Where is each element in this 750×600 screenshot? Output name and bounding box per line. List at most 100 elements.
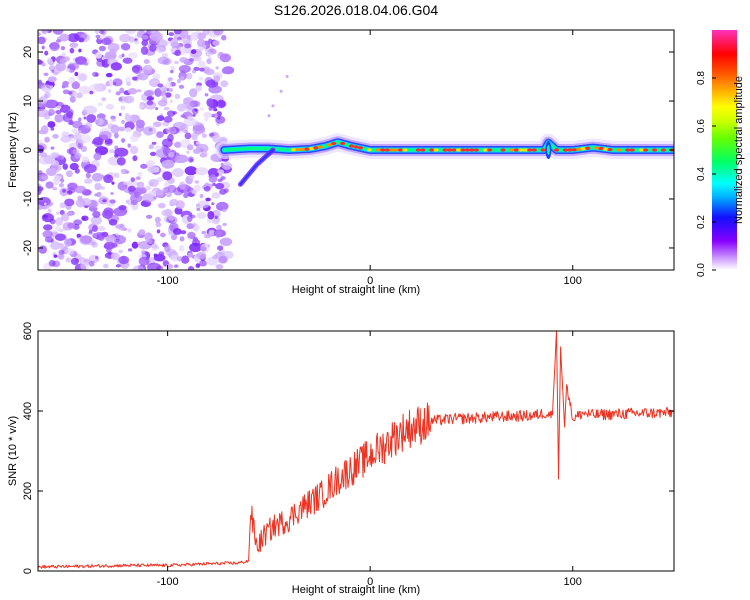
spectrogram-x-tick-label: -100 <box>157 275 179 287</box>
noise-blob <box>175 200 185 210</box>
signal-ridge-core <box>629 148 635 152</box>
noise-blob <box>120 168 128 175</box>
noise-blob <box>148 178 159 187</box>
noise-blob <box>94 52 103 59</box>
noise-blob <box>130 134 139 143</box>
noise-blob <box>121 53 125 58</box>
signal-ridge-core <box>482 148 488 152</box>
noise-blob <box>155 107 159 111</box>
noise-blob <box>47 201 54 207</box>
noise-blob <box>47 208 52 213</box>
noise-blob <box>203 233 212 239</box>
noise-blob <box>189 242 202 253</box>
noise-blob <box>140 249 146 255</box>
noise-blob <box>178 84 185 89</box>
noise-blob <box>48 259 56 267</box>
noise-blob <box>219 172 223 177</box>
noise-blob <box>174 93 181 100</box>
noise-blob <box>110 62 122 71</box>
noise-blob <box>167 77 173 82</box>
noise-blob <box>102 199 107 203</box>
noise-blob <box>58 183 64 188</box>
noise-blob <box>105 248 112 253</box>
noise-blob <box>110 192 114 196</box>
signal-ridge-core <box>348 144 355 148</box>
noise-blob <box>211 192 221 199</box>
noise-blob <box>89 83 103 92</box>
noise-blob <box>38 153 41 157</box>
signal-ridge-core <box>433 148 439 152</box>
noise-blob <box>74 168 80 174</box>
noise-blob <box>93 152 102 161</box>
noise-blob <box>98 130 112 140</box>
spectrogram-y-label: Frequency (Hz) <box>7 112 19 188</box>
noise-blob <box>187 252 193 258</box>
noise-blob <box>221 68 228 75</box>
noise-blob <box>215 264 224 270</box>
noise-blob <box>51 69 55 73</box>
noise-blob <box>219 53 232 63</box>
noise-blob <box>118 255 130 265</box>
colorbar: 0.0 0.2 0.4 0.6 0.8 Normalized spectral ampl… <box>696 30 745 277</box>
colorbar-tick-label: 0.6 <box>696 119 707 133</box>
colorbar-tick-label: 0.8 <box>696 71 707 85</box>
noise-blob <box>208 106 214 111</box>
noise-blob <box>149 44 157 52</box>
noise-blob <box>178 245 185 252</box>
noise-blob <box>83 116 87 120</box>
noise-blob <box>196 252 207 260</box>
noise-blob <box>209 132 215 137</box>
noise-blob <box>97 232 105 242</box>
noise-blob <box>41 213 54 223</box>
noise-blob <box>195 84 202 92</box>
signal-ridge-core <box>616 148 622 152</box>
ridge-spike-core <box>546 145 550 155</box>
noise-blob <box>47 121 56 128</box>
noise-blob <box>70 257 79 266</box>
noise-blob <box>41 175 49 181</box>
noise-blob <box>216 169 225 175</box>
noise-blob <box>90 216 102 225</box>
noise-blob <box>78 117 82 122</box>
noise-blob <box>194 180 199 184</box>
noise-blob <box>97 102 103 107</box>
noise-blob <box>187 215 193 222</box>
noise-blob <box>118 223 126 231</box>
noise-blob <box>119 33 131 43</box>
noise-blob <box>113 235 127 245</box>
noise-blob <box>119 87 125 94</box>
signal-ridge-core <box>594 146 600 150</box>
noise-blob <box>94 193 99 197</box>
signal-ridge-core <box>429 148 435 152</box>
noise-blob <box>52 134 59 139</box>
noise-blob <box>94 30 100 35</box>
noise-blob <box>57 253 65 260</box>
noise-blob <box>121 138 126 143</box>
noise-blob <box>162 171 173 181</box>
snr-y-tick-label: 200 <box>22 482 34 500</box>
noise-blob <box>205 197 211 202</box>
noise-blob <box>189 100 201 108</box>
noise-blob <box>137 73 149 81</box>
noise-blob <box>107 89 112 93</box>
noise-blob <box>132 155 138 162</box>
noise-blob <box>75 56 87 65</box>
noise-blob <box>101 37 112 46</box>
noise-blob <box>113 207 128 217</box>
noise-blob <box>193 184 201 192</box>
noise-blob <box>163 106 170 111</box>
noise-blob <box>192 124 206 134</box>
noise-blob <box>72 91 78 97</box>
noise-blob <box>47 58 53 65</box>
noise-blob <box>151 243 158 249</box>
noise-blob <box>214 215 218 220</box>
noise-blob <box>80 261 90 270</box>
noise-blob <box>59 202 66 209</box>
noise-blob <box>161 96 168 104</box>
noise-blob <box>151 141 157 145</box>
noise-blob <box>89 254 96 261</box>
noise-blob <box>184 43 192 49</box>
snr-y-tick-label: 0 <box>22 568 34 574</box>
snr-x-tick-label: 0 <box>367 576 373 588</box>
noise-blob <box>204 151 208 156</box>
